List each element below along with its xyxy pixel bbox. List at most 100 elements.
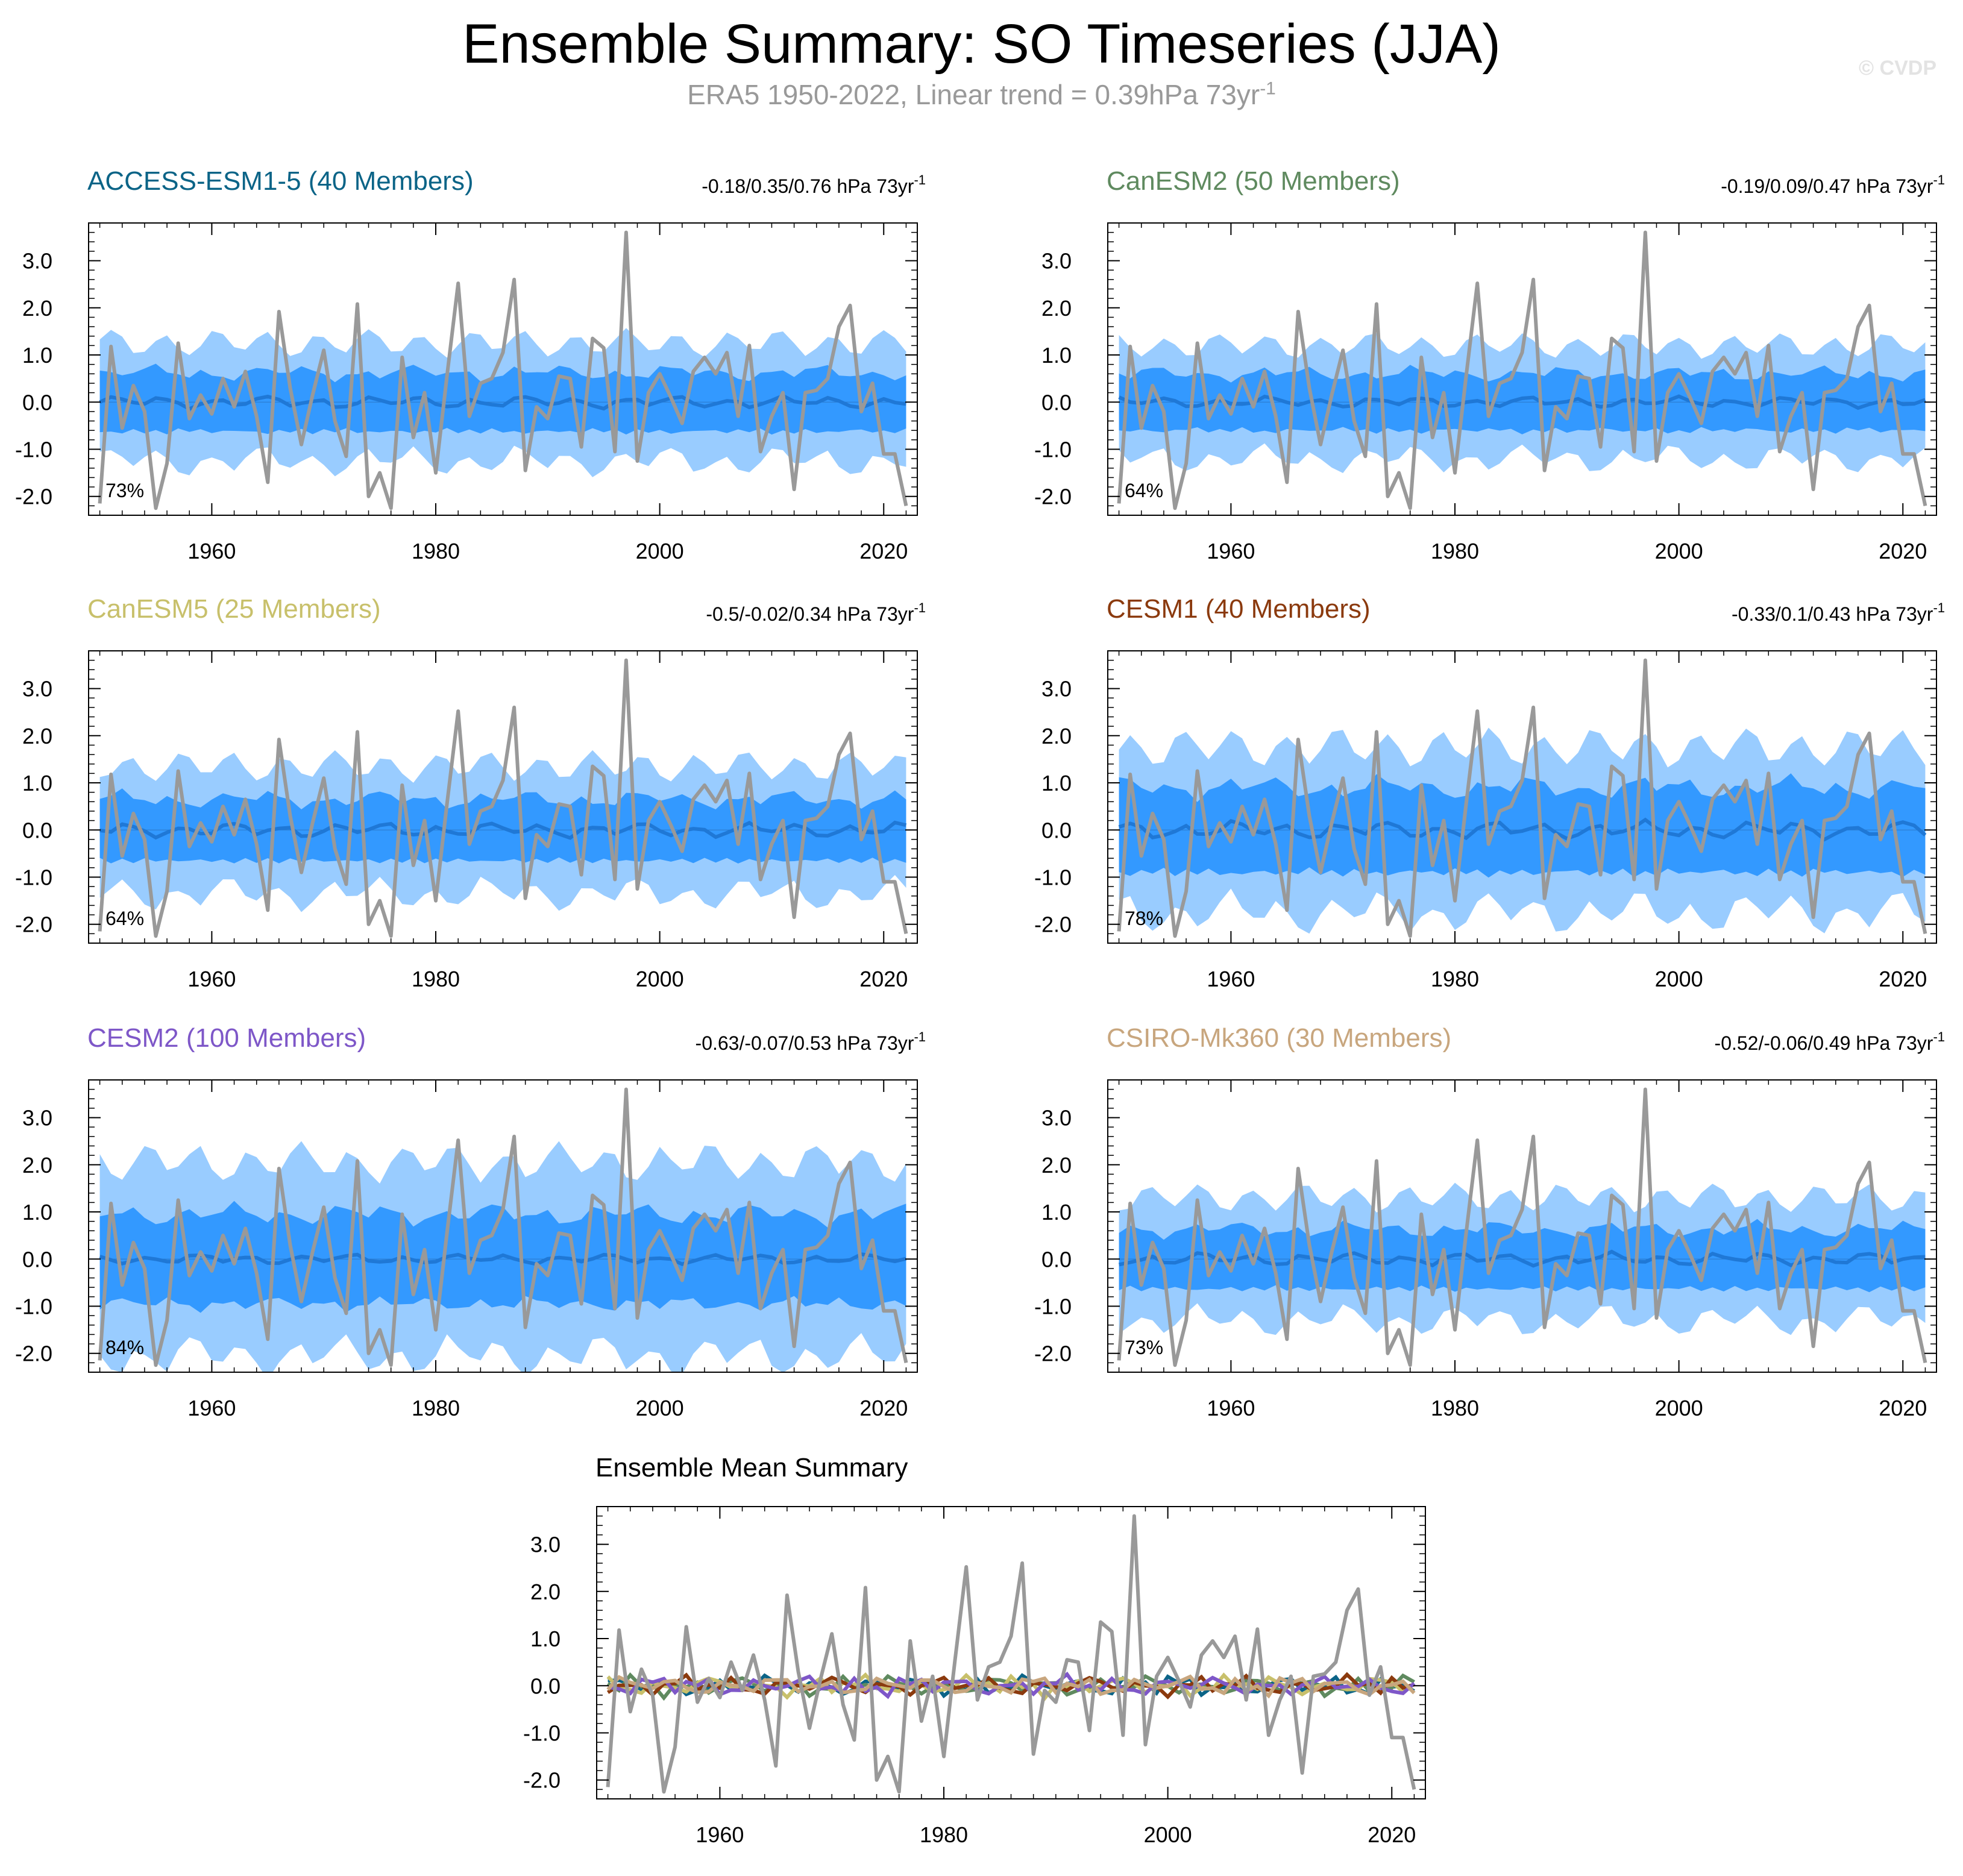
x-tick-label: 1980 [920, 1822, 968, 1847]
plot-area [89, 230, 917, 510]
y-tick-label: 2.0 [1041, 724, 1072, 748]
trend-range-superscript: -1 [914, 600, 926, 615]
x-tick-label: 1960 [187, 1396, 236, 1420]
ensemble-mean-line [1118, 1249, 1926, 1268]
panel-title: CESM2 (100 Members) [87, 1023, 366, 1053]
percent-within-band-label: 73% [1125, 1337, 1163, 1358]
y-tick-label: -2.0 [15, 1341, 52, 1366]
x-tick-label: 2000 [636, 967, 684, 991]
y-tick-label: 3.0 [1041, 249, 1072, 274]
percent-within-band-label: 78% [1125, 908, 1163, 929]
y-tick-label: 3.0 [22, 677, 52, 701]
x-tick-label: 2020 [1879, 539, 1927, 563]
percent-within-band-label: 64% [105, 908, 144, 929]
x-tick-label: 1980 [1431, 967, 1479, 991]
ensemble-inner-band [99, 788, 906, 864]
plot-area [89, 658, 917, 938]
panel-title: CSIRO-Mk360 (30 Members) [1107, 1023, 1451, 1053]
panel-3: CanESM5 (25 Members) -0.5/-0.02/0.34 hPa … [15, 594, 926, 991]
x-tick-label: 1960 [1207, 539, 1255, 563]
y-tick-label: -1.0 [15, 865, 52, 889]
plot-area [1108, 658, 1936, 938]
ensemble-inner-band [1119, 773, 1926, 878]
x-tick-label: 2000 [1655, 1396, 1703, 1420]
panel-2: CanESM2 (50 Members) -0.19/0.09/0.47 hPa … [1034, 166, 1945, 563]
y-tick-label: 0.0 [530, 1674, 561, 1698]
trend-range-label: -0.19/0.09/0.47 hPa 73yr-1 [1721, 172, 1945, 197]
percent-within-band-label: 73% [105, 480, 144, 501]
y-tick-label: 2.0 [22, 1153, 52, 1178]
trend-range-text: -0.33/0.1/0.43 hPa 73yr [1732, 603, 1933, 625]
y-tick-label: 0.0 [1041, 390, 1072, 415]
y-tick-label: -1.0 [15, 1294, 52, 1319]
x-tick-label: 1960 [1207, 1396, 1255, 1420]
x-tick-label: 1960 [187, 539, 236, 563]
y-tick-label: 2.0 [1041, 1153, 1072, 1178]
y-tick-label: -1.0 [523, 1721, 561, 1745]
era5-observation-line [1117, 1087, 1927, 1367]
trend-range-superscript: -1 [1933, 1029, 1945, 1044]
panel-title: CESM1 (40 Members) [1107, 594, 1371, 624]
y-tick-label: -1.0 [1034, 1294, 1072, 1319]
plot-area [1108, 230, 1936, 510]
trend-range-text: -0.5/-0.02/0.34 hPa 73yr [706, 603, 914, 625]
x-tick-label: 2020 [859, 1396, 908, 1420]
trend-range-label: -0.5/-0.02/0.34 hPa 73yr-1 [706, 600, 926, 625]
panel-4: CESM1 (40 Members) -0.33/0.1/0.43 hPa 73y… [1034, 594, 1945, 991]
panel-7: Ensemble Mean Summary 1960 1980 2000 2020 3.0… [523, 1453, 1426, 1847]
x-tick-label: 1980 [1431, 539, 1479, 563]
y-tick-label: 1.0 [530, 1627, 561, 1651]
x-tick-label: 2000 [1144, 1822, 1192, 1847]
y-tick-label: 0.0 [1041, 1247, 1072, 1272]
y-tick-label: -2.0 [15, 485, 52, 509]
y-tick-label: 2.0 [22, 296, 52, 321]
trend-range-text: -0.19/0.09/0.47 hPa 73yr [1721, 175, 1933, 197]
y-tick-label: 0.0 [1041, 818, 1072, 842]
x-tick-label: 1980 [1431, 1396, 1479, 1420]
panel-title: CanESM2 (50 Members) [1107, 166, 1400, 196]
y-tick-label: 3.0 [22, 249, 52, 274]
panel-6: CSIRO-Mk360 (30 Members) -0.52/-0.06/0.49… [1034, 1023, 1945, 1420]
y-tick-label: 1.0 [22, 343, 52, 368]
y-tick-label: 1.0 [1041, 1200, 1072, 1225]
y-tick-label: -1.0 [1034, 437, 1072, 462]
x-tick-label: 2020 [1879, 967, 1927, 991]
y-tick-label: -1.0 [1034, 865, 1072, 889]
subtitle-text: ERA5 1950-2022, Linear trend = 0.39hPa 7… [687, 79, 1260, 110]
y-tick-label: 1.0 [22, 771, 52, 795]
y-tick-label: 1.0 [1041, 343, 1072, 368]
y-tick-label: 2.0 [530, 1580, 561, 1604]
x-tick-label: 2000 [1655, 539, 1703, 563]
x-tick-label: 2000 [1655, 967, 1703, 991]
trend-range-superscript: -1 [1933, 172, 1945, 187]
era5-observation-line [1117, 658, 1927, 938]
y-tick-label: 0.0 [22, 1247, 52, 1272]
y-tick-label: 0.0 [22, 390, 52, 415]
ensemble-inner-band [99, 363, 906, 435]
trend-range-superscript: -1 [1933, 600, 1945, 615]
percent-within-band-label: 64% [1125, 480, 1163, 501]
plot-area [89, 1087, 917, 1372]
ensemble-inner-band [1119, 1219, 1926, 1293]
y-tick-label: 2.0 [1041, 296, 1072, 321]
trend-range-superscript: -1 [914, 1029, 926, 1044]
era5-observation-line [98, 230, 908, 510]
y-tick-label: -2.0 [1034, 1341, 1072, 1366]
era5-observation-line [1117, 230, 1927, 510]
ensemble-mean-line [99, 820, 907, 840]
panel-title: ACCESS-ESM1-5 (40 Members) [87, 166, 474, 196]
figure-title: Ensemble Summary: SO Timeseries (JJA) [462, 13, 1501, 75]
x-tick-label: 2020 [859, 539, 908, 563]
era5-observation-line [606, 1514, 1416, 1794]
era5-observation-line [98, 658, 908, 938]
x-tick-label: 1960 [696, 1822, 744, 1847]
trend-range-label: -0.18/0.35/0.76 hPa 73yr-1 [702, 172, 926, 197]
x-tick-label: 2020 [1368, 1822, 1416, 1847]
panel-title: CanESM5 (25 Members) [87, 594, 381, 624]
trend-range-superscript: -1 [914, 172, 926, 187]
y-tick-label: 3.0 [1041, 1106, 1072, 1131]
y-tick-label: 0.0 [22, 818, 52, 842]
trend-range-label: -0.33/0.1/0.43 hPa 73yr-1 [1732, 600, 1945, 625]
panel-5: CESM2 (100 Members) -0.63/-0.07/0.53 hPa … [15, 1023, 926, 1420]
trend-range-label: -0.52/-0.06/0.49 hPa 73yr-1 [1715, 1029, 1945, 1054]
